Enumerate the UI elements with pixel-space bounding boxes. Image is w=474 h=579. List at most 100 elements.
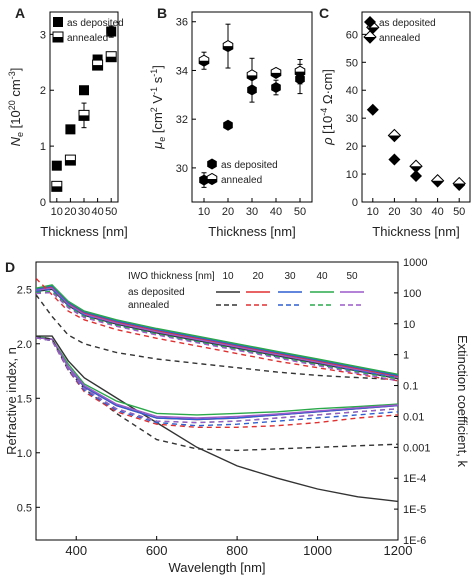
k-curve: [36, 337, 398, 424]
y-tick-label-left: 1.5: [17, 393, 32, 405]
y-tick-label: 50: [346, 57, 358, 69]
x-tick-label: 10: [51, 206, 63, 218]
label-part: ]: [8, 68, 23, 72]
y-tick-label-right: 1E-4: [403, 473, 426, 485]
y-tick-label-right: 10: [403, 319, 415, 331]
y-tick-label: 0: [40, 197, 46, 209]
x-tick-label: 30: [78, 206, 90, 218]
legend-bg: [124, 266, 364, 312]
data-point-fill: [247, 72, 257, 81]
data-point: [79, 85, 89, 96]
x-tick-label: 10: [198, 206, 210, 218]
k-curve: [36, 337, 398, 419]
x-axis-label: Thickness [nm]: [208, 224, 295, 239]
x-axis-label: Wavelength [nm]: [168, 560, 265, 575]
data-point-fill: [388, 135, 401, 142]
label-part: -1: [149, 69, 159, 77]
x-tick-label: 50: [105, 206, 117, 218]
y-tick-label-right: 0.001: [403, 442, 431, 454]
y-tick-label: 2: [40, 85, 46, 97]
legend-row-label: as deposited: [128, 287, 185, 298]
y-tick-label-left: 2.5: [17, 284, 32, 296]
y-tick-label: 30: [176, 163, 188, 175]
data-point-fill: [199, 58, 209, 67]
x-tick-label: 20: [222, 206, 234, 218]
y-axis-label: μe [cm2 V-1 s-1]: [149, 65, 167, 150]
legend-label: annealed: [379, 33, 420, 44]
n-curve: [36, 285, 398, 377]
data-point: [65, 124, 76, 135]
legend-label: as deposited: [221, 160, 278, 171]
y-tick-label-left: 2.0: [17, 339, 32, 351]
y-tick-label: 32: [176, 114, 188, 126]
label-part: ]: [150, 65, 165, 69]
y-tick-label: 10: [346, 169, 358, 181]
y-tick-label: 60: [346, 29, 358, 41]
x-tick-label: 40: [91, 206, 103, 218]
data-point-fill: [106, 56, 117, 62]
y-tick-label: 40: [346, 85, 358, 97]
x-tick-label: 30: [410, 206, 422, 218]
legend-marker: [207, 158, 217, 170]
x-tick-label: 1200: [384, 543, 413, 558]
y-tick-label-right: 1000: [403, 257, 427, 269]
data-point-fill: [295, 68, 305, 78]
legend-label: annealed: [67, 33, 108, 44]
legend-column-label: 30: [284, 271, 296, 282]
y-tick-label: 0: [352, 197, 358, 209]
label-part: [cm: [150, 112, 165, 137]
label-part: [10: [8, 110, 23, 132]
panel-label: B: [157, 5, 167, 21]
y-tick-label-right: 1E-6: [403, 535, 426, 547]
data-point-fill: [431, 180, 444, 187]
data-point: [92, 54, 103, 65]
legend-label: annealed: [221, 175, 262, 186]
data-point-fill: [92, 65, 103, 71]
n-curve: [36, 288, 398, 380]
y-tick-label-left: 0.5: [17, 502, 32, 514]
data-point: [106, 26, 117, 37]
x-axis-label: Thickness [nm]: [372, 224, 459, 239]
y-axis-label-right: Extinction coefficient, k: [455, 335, 470, 467]
legend-label: as deposited: [379, 18, 436, 29]
data-point: [410, 170, 422, 183]
y-tick-label: 30: [346, 113, 358, 125]
legend-marker: [364, 16, 376, 28]
k-curve: [36, 335, 398, 416]
legend-marker-fill: [53, 37, 63, 42]
n-curve: [36, 287, 398, 379]
panel-label: A: [15, 5, 25, 21]
label-part: ρ: [320, 137, 335, 146]
y-tick-label: 36: [176, 17, 188, 29]
legend-marker-fill: [364, 37, 376, 43]
legend-row-label: annealed: [128, 300, 169, 311]
label-part: Ω·cm]: [320, 69, 335, 108]
legend-d: IWO thickness [nm] 10 20 30 40 50 as deposited…: [124, 266, 364, 312]
label-part: -4: [319, 108, 329, 116]
label-part: e: [15, 132, 25, 137]
data-point-fill: [410, 166, 422, 173]
n-curve: [36, 284, 398, 375]
x-tick-label: 50: [453, 206, 465, 218]
legend-column-label: 40: [316, 271, 328, 282]
curves: [36, 277, 398, 503]
n-curve: [36, 277, 398, 382]
y-axis-label: ρ [10-4 Ω·cm]: [319, 69, 335, 146]
x-tick-label: 50: [294, 206, 306, 218]
y-tick-label-right: 1: [403, 350, 409, 362]
data-point: [366, 103, 379, 116]
y-tick-label-left: 1.0: [17, 448, 32, 460]
data-point: [271, 82, 281, 93]
label-part: e: [157, 137, 167, 142]
data-point: [223, 119, 233, 131]
legend-column-label: 20: [252, 271, 264, 282]
plot-frame: [191, 11, 313, 203]
label-part: V: [150, 95, 165, 108]
panel-c: C 10 20 30 40 50 0 10 20 30 40 50 60 Thickness [nm] ρ …: [319, 5, 471, 239]
label-part: 2: [149, 107, 159, 112]
n-curve: [36, 286, 398, 378]
data-point-fill: [79, 115, 89, 121]
k-curve: [36, 335, 398, 452]
label-part: cm: [8, 79, 23, 100]
